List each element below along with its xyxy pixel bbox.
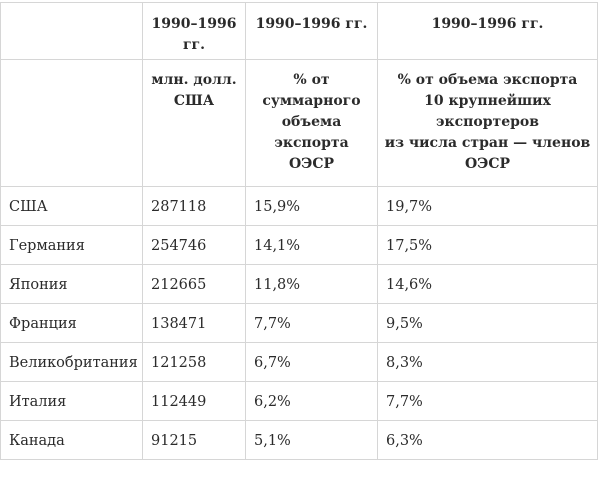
share-oecd-cell: 14,1% — [245, 225, 378, 265]
header-cell-period-value: 1990–1996 гг. — [142, 2, 246, 60]
country-cell: Япония — [0, 264, 143, 304]
period-label: 1990–1996 гг. — [255, 16, 368, 32]
table-row: Канада 91215 5,1% 6,3% — [0, 420, 598, 460]
share-oecd-cell: 5,1% — [245, 420, 378, 460]
share-top10-cell: 14,6% — [377, 264, 598, 304]
value-cell: 91215 — [142, 420, 246, 460]
share-top10-cell: 6,3% — [377, 420, 598, 460]
header-row-units: млн. долл. США % от суммарного объема эк… — [0, 59, 598, 187]
units-label: млн. долл. США — [151, 72, 237, 109]
share-top10-cell: 9,5% — [377, 303, 598, 343]
share-oecd-cell: 6,2% — [245, 381, 378, 421]
share-top10-cell: 19,7% — [377, 186, 598, 226]
period-label: 1990–1996 гг. — [151, 16, 237, 53]
export-table: 1990–1996 гг. 1990–1996 гг. 1990–1996 гг… — [0, 2, 598, 460]
share-top10-cell: 8,3% — [377, 342, 598, 382]
country-cell: Германия — [0, 225, 143, 265]
value-cell: 254746 — [142, 225, 246, 265]
country-cell: Италия — [0, 381, 143, 421]
header-cell-period-share-oecd: 1990–1996 гг. — [245, 2, 378, 60]
units-label: % от суммарного объема экспорта ОЭСР — [262, 72, 361, 172]
period-label: 1990–1996 гг. — [431, 16, 544, 32]
share-top10-cell: 17,5% — [377, 225, 598, 265]
country-cell: Франция — [0, 303, 143, 343]
share-top10-cell: 7,7% — [377, 381, 598, 421]
country-cell: Канада — [0, 420, 143, 460]
header-row-period: 1990–1996 гг. 1990–1996 гг. 1990–1996 гг… — [0, 2, 598, 60]
table-row: Италия 112449 6,2% 7,7% — [0, 381, 598, 421]
header-cell-empty — [0, 2, 143, 60]
share-oecd-cell: 7,7% — [245, 303, 378, 343]
share-oecd-cell: 15,9% — [245, 186, 378, 226]
share-oecd-cell: 6,7% — [245, 342, 378, 382]
table-row: Германия 254746 14,1% 17,5% — [0, 225, 598, 265]
value-cell: 212665 — [142, 264, 246, 304]
table-row: Япония 212665 11,8% 14,6% — [0, 264, 598, 304]
country-cell: США — [0, 186, 143, 226]
header-cell-units-mln-usd: млн. долл. США — [142, 59, 246, 187]
table-row: США 287118 15,9% 19,7% — [0, 186, 598, 226]
value-cell: 112449 — [142, 381, 246, 421]
header-cell-units-share-top10: % от объема экспорта 10 крупнейших экспо… — [377, 59, 598, 187]
header-cell-empty — [0, 59, 143, 187]
table-row: Франция 138471 7,7% 9,5% — [0, 303, 598, 343]
country-cell: Великобритания — [0, 342, 143, 382]
header-cell-units-share-oecd: % от суммарного объема экспорта ОЭСР — [245, 59, 378, 187]
value-cell: 121258 — [142, 342, 246, 382]
value-cell: 138471 — [142, 303, 246, 343]
header-cell-period-share-top10: 1990–1996 гг. — [377, 2, 598, 60]
units-label: % от объема экспорта 10 крупнейших экспо… — [384, 72, 591, 172]
value-cell: 287118 — [142, 186, 246, 226]
share-oecd-cell: 11,8% — [245, 264, 378, 304]
table-row: Великобритания 121258 6,7% 8,3% — [0, 342, 598, 382]
